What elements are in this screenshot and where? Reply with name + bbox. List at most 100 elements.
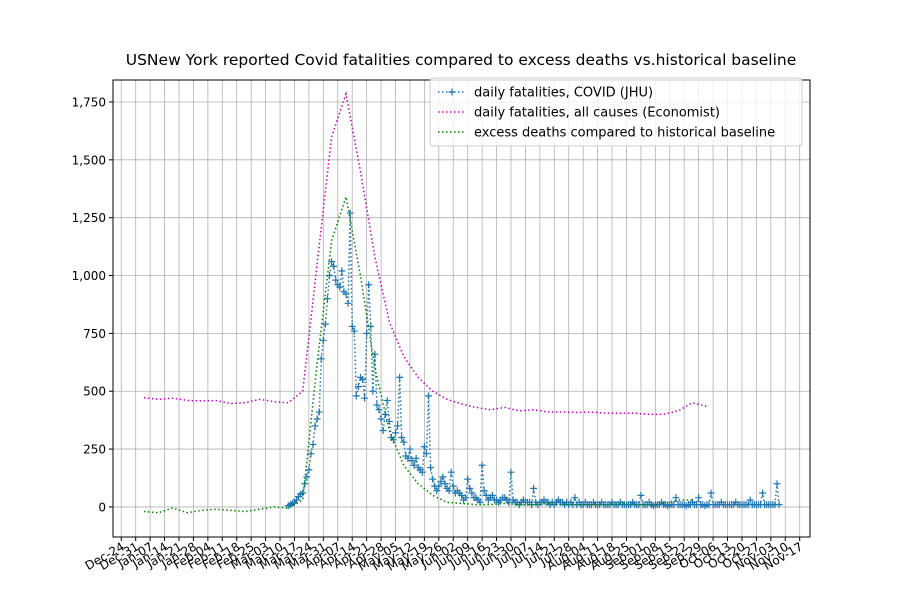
marker <box>299 489 307 497</box>
marker <box>746 496 754 504</box>
marker <box>422 450 430 458</box>
marker <box>427 464 435 472</box>
legend-label: excess deaths compared to historical bas… <box>474 126 775 141</box>
marker <box>404 454 412 462</box>
marker <box>354 383 362 391</box>
y-tick-label: 0 <box>98 500 106 514</box>
marker <box>439 473 447 481</box>
marker <box>410 461 418 469</box>
marker <box>328 258 336 266</box>
marker <box>315 408 323 416</box>
marker <box>412 454 420 462</box>
marker <box>367 322 375 330</box>
marker <box>394 422 402 430</box>
marker <box>482 491 490 499</box>
marker <box>408 457 416 465</box>
marker <box>418 468 426 476</box>
marker <box>530 484 538 492</box>
marker <box>319 336 327 344</box>
marker <box>637 491 645 499</box>
marker <box>350 327 358 335</box>
marker <box>365 281 373 289</box>
marker <box>759 489 767 497</box>
marker <box>480 487 488 495</box>
marker <box>361 394 369 402</box>
marker <box>342 290 350 298</box>
marker <box>330 262 338 270</box>
marker <box>695 494 703 502</box>
marker <box>307 450 315 458</box>
marker <box>332 276 340 284</box>
marker <box>505 498 513 506</box>
marker <box>336 283 344 291</box>
marker <box>478 461 486 469</box>
marker <box>313 415 321 423</box>
marker <box>445 487 453 495</box>
marker <box>371 350 379 358</box>
y-tick-label: 1,000 <box>72 269 106 283</box>
marker <box>571 494 579 502</box>
marker <box>344 299 352 307</box>
legend-marker <box>448 88 456 96</box>
marker <box>377 415 385 423</box>
marker <box>375 406 383 414</box>
marker <box>406 445 414 453</box>
marker <box>348 322 356 330</box>
marker <box>775 501 783 509</box>
y-tick-label: 750 <box>83 327 106 341</box>
marker <box>369 387 377 395</box>
marker <box>441 480 449 488</box>
marker <box>425 392 433 400</box>
grid-layer <box>113 80 810 537</box>
marker <box>449 482 457 490</box>
legend-box <box>429 77 803 147</box>
marker <box>707 489 715 497</box>
y-tick-label: 250 <box>83 443 106 457</box>
legend-label: daily fatalities, COVID (JHU) <box>474 86 653 101</box>
marker <box>773 480 781 488</box>
y-tick-label: 500 <box>83 385 106 399</box>
marker <box>468 489 476 497</box>
y-tick-label: 1,500 <box>72 153 106 167</box>
series-line <box>143 196 693 514</box>
series-line <box>143 90 708 416</box>
marker <box>317 355 325 363</box>
marker <box>458 491 465 499</box>
marker <box>433 487 441 495</box>
marker <box>400 438 408 446</box>
marker <box>396 373 404 381</box>
marker <box>359 376 367 384</box>
marker <box>466 484 474 492</box>
marker <box>373 401 381 409</box>
plot-layer <box>143 90 783 514</box>
marker <box>303 473 311 481</box>
marker <box>309 440 317 448</box>
marker <box>507 468 515 476</box>
marker <box>429 475 437 483</box>
marker <box>323 295 331 303</box>
marker <box>435 482 443 490</box>
marker <box>383 396 391 404</box>
marker <box>311 422 319 430</box>
marker <box>464 475 472 483</box>
y-tick-label: 1,250 <box>72 211 106 225</box>
marker <box>352 392 360 400</box>
legend: daily fatalities, COVID (JHU) daily fatal… <box>429 77 803 147</box>
marker <box>338 267 346 275</box>
marker <box>437 477 445 485</box>
marker <box>321 320 329 328</box>
marker <box>462 494 470 502</box>
marker <box>420 443 428 451</box>
marker <box>488 491 496 499</box>
marker <box>385 417 393 425</box>
marker <box>392 429 400 437</box>
marker <box>447 468 455 476</box>
y-tick-label: 1,750 <box>72 95 106 109</box>
legend-label: daily fatalities, all causes (Economist) <box>474 106 720 121</box>
marker <box>379 427 387 435</box>
marker <box>398 434 406 442</box>
axes-layer: 02505007501,0001,2501,5001,750Dec-24Dec-… <box>72 95 806 573</box>
chart-title: USNew York reported Covid fatalities com… <box>126 51 796 69</box>
